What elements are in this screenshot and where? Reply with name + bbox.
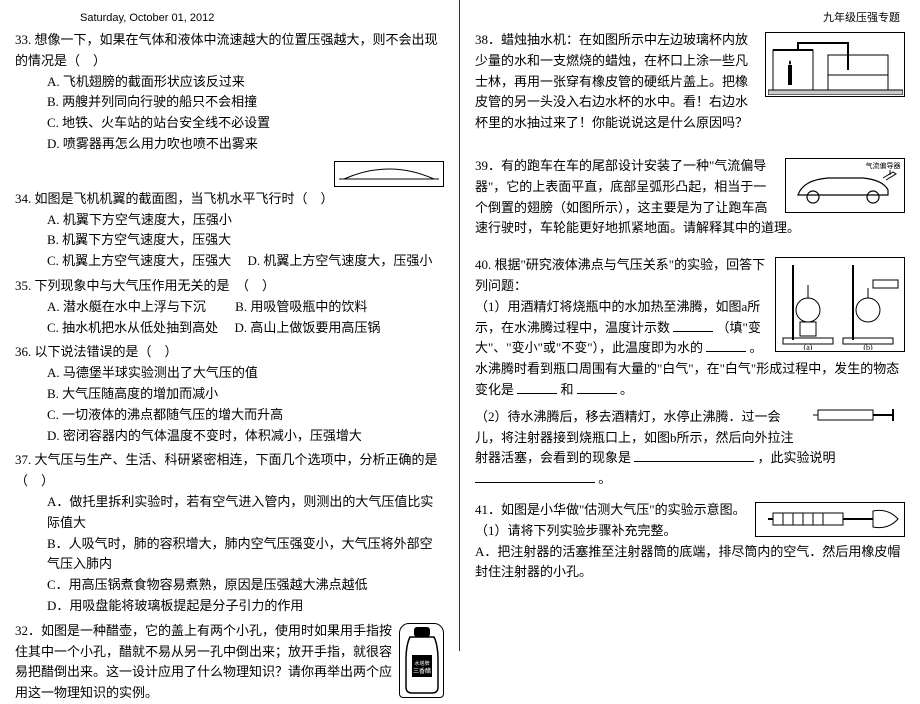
q36-opt-d: D. 密闭容器内的气体温度不变时，体积减小，压强增大 <box>15 426 444 447</box>
blank <box>634 449 754 462</box>
q34-opt-cd: C. 机翼上方空气速度大，压强大 D. 机翼上方空气速度大，压强小 <box>15 251 444 272</box>
q40: (a) (b) 40. 根据"研究液体沸点与气压关系"的实验，回答下列问题： （… <box>475 255 905 490</box>
q37-opt-d: D．用吸盘能将玻璃板提起是分子引力的作用 <box>15 596 444 617</box>
q37-opt-c: C．用高压锅煮食物容易煮熟，原因是压强越大沸点越低 <box>15 575 444 596</box>
q39: 气流偏导器 39．有的跑车在车的尾部设计安装了一种"气流偏导器"，它的上表面平直… <box>475 156 905 239</box>
q40-p1d: 和 <box>561 382 574 397</box>
blank <box>577 381 617 394</box>
header-title: 九年级压强专题 <box>823 10 900 28</box>
q32: 水塔牌 三香醋 32．如图是一种醋壶，它的盖上有两个小孔，使用时如果用手指按住其… <box>15 621 444 704</box>
left-column: 33. 想像一下，如果在气体和液体中流速越大的位置压强越大，则不会出现的情况是（… <box>0 0 460 651</box>
q32-stem: 32．如图是一种醋壶，它的盖上有两个小孔，使用时如果用手指按住其中一个小孔，醋就… <box>15 621 444 704</box>
blank <box>706 339 746 352</box>
svg-text:水塔牌: 水塔牌 <box>414 660 429 667</box>
q33-stem: 33. 想像一下，如果在气体和液体中流速越大的位置压强越大，则不会出现的情况是（… <box>15 30 444 72</box>
q33: 33. 想像一下，如果在气体和液体中流速越大的位置压强越大，则不会出现的情况是（… <box>15 30 444 155</box>
q40-p2c: 。 <box>598 471 611 486</box>
blank <box>517 381 557 394</box>
injector-icon <box>805 403 905 428</box>
q35-stem: 35. 下列现象中与大气压作用无关的是 （ ） <box>15 276 444 297</box>
wing-figure <box>334 161 444 187</box>
blank <box>475 470 595 483</box>
q35-opt-c: C. 抽水机把水从低处抽到高处 <box>47 320 218 335</box>
q33-opt-a: A. 飞机翅膀的截面形状应该反过来 <box>15 72 444 93</box>
q40-p1e: 。 <box>620 382 633 397</box>
q37-opt-a: A．做托里拆利实验时，若有空气进入管内，则测出的大气压值比实际值大 <box>15 492 444 534</box>
q36-opt-c: C. 一切液体的沸点都随气压的增大而升高 <box>15 405 444 426</box>
q37-opt-b: B．人吸气时，肺的容积增大，肺内空气压强变小，大气压将外部空气压入肺内 <box>15 534 444 576</box>
q35-opt-b: B. 用吸管吸瓶中的饮料 <box>235 299 367 314</box>
header-date: Saturday, October 01, 2012 <box>80 10 214 28</box>
q41: 41．如图是小华做"估测大气压"的实验示意图。 （1）请将下列实验步骤补充完整。… <box>475 500 905 583</box>
q33-opt-d: D. 喷雾器再怎么用力吹也喷不出雾来 <box>15 134 444 155</box>
q40-p2b: ，此实验说明 <box>758 450 836 465</box>
boiling-figure: (a) (b) <box>775 257 905 352</box>
deflector-label: 气流偏导器 <box>865 161 900 170</box>
bottle-figure: 水塔牌 三香醋 <box>399 623 444 698</box>
q36-stem: 36. 以下说法错误的是（ ） <box>15 342 444 363</box>
q36-opt-a: A. 马德堡半球实验测出了大气压的值 <box>15 363 444 384</box>
q33-opt-b: B. 两艘并列同向行驶的船只不会相撞 <box>15 92 444 113</box>
svg-text:三香醋: 三香醋 <box>412 667 430 675</box>
blank <box>673 319 713 332</box>
right-column: 38．蜡烛抽水机：在如图所示中左边玻璃杯内放少量的水和一支燃烧的蜡烛，在杯口上涂… <box>460 0 920 651</box>
svg-text:(a): (a) <box>803 343 812 350</box>
q38: 38．蜡烛抽水机：在如图所示中左边玻璃杯内放少量的水和一支燃烧的蜡烛，在杯口上涂… <box>475 30 905 134</box>
q35-opt-ab: A. 潜水艇在水中上浮与下沉 B. 用吸管吸瓶中的饮料 <box>15 297 444 318</box>
q35-opt-d: D. 高山上做饭要用高压锅 <box>234 320 380 335</box>
syringe-figure <box>755 502 905 537</box>
q37: 37. 大气压与生产、生活、科研紧密相连，下面几个选项中，分析正确的是（ ） A… <box>15 450 444 616</box>
q34: 34. 如图是飞机机翼的截面图，当飞机水平飞行时（ ） A. 机翼下方空气速度大… <box>15 159 444 272</box>
q36-opt-b: B. 大气压随高度的增加而减小 <box>15 384 444 405</box>
candle-pump-figure <box>765 32 905 97</box>
q35: 35. 下列现象中与大气压作用无关的是 （ ） A. 潜水艇在水中上浮与下沉 B… <box>15 276 444 338</box>
svg-text:(b): (b) <box>863 343 873 350</box>
q34-opt-d: D. 机翼上方空气速度大，压强小 <box>247 253 432 268</box>
q33-opt-c: C. 地铁、火车站的站台安全线不必设置 <box>15 113 444 134</box>
q34-opt-b: B. 机翼下方空气速度大，压强大 <box>15 230 444 251</box>
q37-stem: 37. 大气压与生产、生活、科研紧密相连，下面几个选项中，分析正确的是（ ） <box>15 450 444 492</box>
q35-opt-a: A. 潜水艇在水中上浮与下沉 <box>47 299 206 314</box>
q35-opt-cd: C. 抽水机把水从低处抽到高处 D. 高山上做饭要用高压锅 <box>15 318 444 339</box>
q41-pa: A．把注射器的活塞推至注射器筒的底端，排尽筒内的空气．然后用橡皮帽封住注射器的小… <box>475 542 905 584</box>
q34-opt-c: C. 机翼上方空气速度大，压强大 <box>47 253 231 268</box>
q34-opt-a: A. 机翼下方空气速度大，压强小 <box>15 210 444 231</box>
car-figure: 气流偏导器 <box>785 158 905 213</box>
q36: 36. 以下说法错误的是（ ） A. 马德堡半球实验测出了大气压的值 B. 大气… <box>15 342 444 446</box>
